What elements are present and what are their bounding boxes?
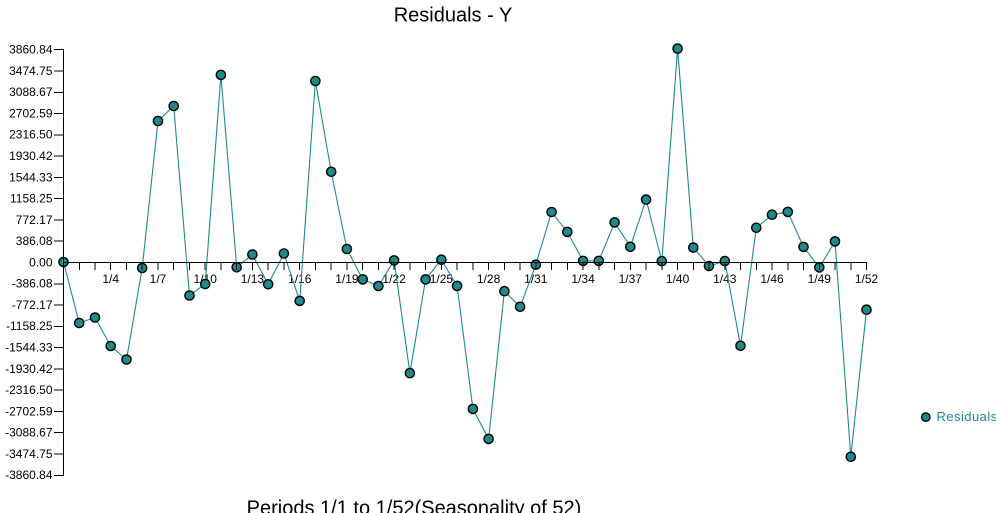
svg-text:1/40: 1/40: [666, 272, 690, 286]
svg-text:-3860.84: -3860.84: [5, 468, 53, 482]
svg-text:0.00: 0.00: [29, 255, 53, 269]
svg-text:-1544.33: -1544.33: [5, 341, 53, 355]
svg-text:1/4: 1/4: [102, 272, 119, 286]
svg-text:-3088.67: -3088.67: [5, 426, 53, 440]
svg-text:772.17: 772.17: [16, 213, 53, 227]
svg-text:1544.33: 1544.33: [9, 170, 53, 184]
svg-text:1/22: 1/22: [382, 272, 406, 286]
svg-text:-3474.75: -3474.75: [5, 447, 53, 461]
svg-text:1/52: 1/52: [855, 272, 879, 286]
svg-text:3474.75: 3474.75: [9, 64, 53, 78]
svg-text:1/46: 1/46: [760, 272, 784, 286]
svg-text:1/28: 1/28: [477, 272, 501, 286]
svg-text:386.08: 386.08: [16, 234, 53, 248]
svg-text:-1158.25: -1158.25: [6, 319, 53, 333]
svg-text:1/13: 1/13: [241, 272, 265, 286]
svg-text:-2702.59: -2702.59: [5, 404, 53, 418]
svg-text:1158.25: 1158.25: [10, 192, 53, 206]
svg-text:1/19: 1/19: [335, 272, 359, 286]
svg-text:-1930.42: -1930.42: [5, 362, 53, 376]
svg-text:1/16: 1/16: [288, 272, 312, 286]
svg-text:1/49: 1/49: [808, 272, 832, 286]
svg-text:2702.59: 2702.59: [9, 106, 53, 120]
svg-text:3088.67: 3088.67: [9, 85, 53, 99]
svg-text:1/25: 1/25: [430, 272, 454, 286]
svg-text:1/43: 1/43: [713, 272, 737, 286]
svg-text:3860.84: 3860.84: [9, 43, 53, 57]
svg-text:-2316.50: -2316.50: [5, 383, 53, 397]
svg-text:1/34: 1/34: [571, 272, 595, 286]
svg-text:1/37: 1/37: [619, 272, 643, 286]
svg-text:-386.08: -386.08: [12, 277, 53, 291]
svg-text:1/31: 1/31: [524, 272, 548, 286]
svg-text:1/7: 1/7: [150, 272, 167, 286]
svg-text:Residuals - Y: Residuals - Y: [394, 5, 513, 27]
svg-text:1930.42: 1930.42: [9, 149, 53, 163]
svg-text:2316.50: 2316.50: [9, 128, 53, 142]
svg-text:Residuals: Residuals: [937, 409, 996, 424]
svg-text:-772.17: -772.17: [12, 298, 53, 312]
svg-text:Periods 1/1 to 1/52(Seasonalit: Periods 1/1 to 1/52(Seasonality of 52): [247, 498, 582, 513]
